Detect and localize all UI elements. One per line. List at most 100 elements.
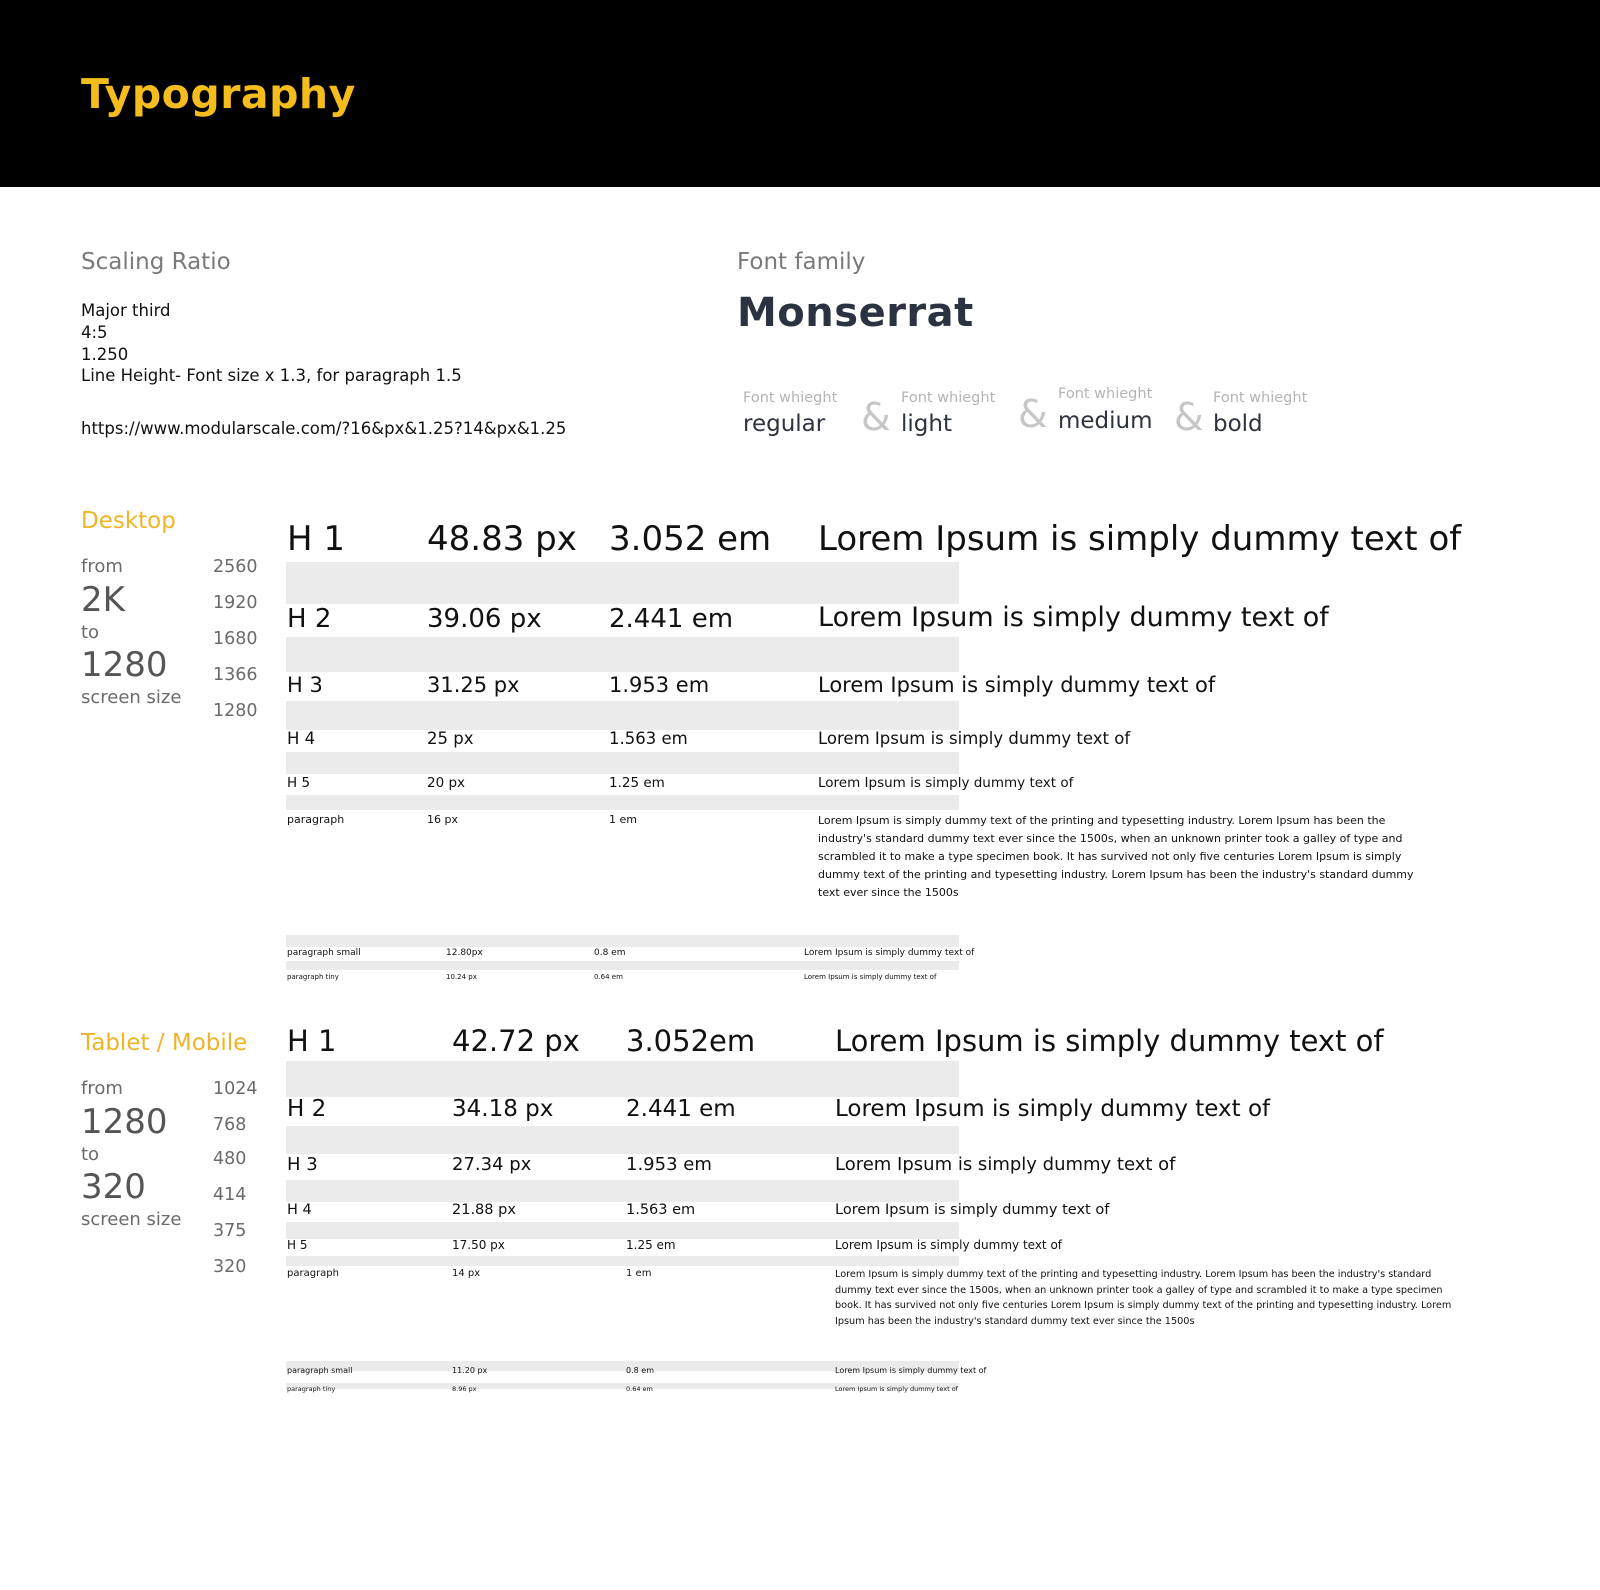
style-sample: Lorem Ipsum is simply dummy text of [835, 1096, 1271, 1122]
style-sample: Lorem Ipsum is simply dummy text of [835, 1024, 1384, 1058]
style-name: H 1 [287, 1024, 337, 1058]
tablet-section-title: Tablet / Mobile [81, 1030, 248, 1056]
ampersand-glyph: & [1174, 395, 1204, 439]
style-name: H 5 [287, 775, 311, 791]
tablet-screen-width: 375 [213, 1221, 247, 1241]
tablet-from-value: 1280 [81, 1102, 168, 1142]
tablet-screen-width: 480 [213, 1149, 247, 1169]
style-em: 2.441 em [609, 604, 734, 634]
style-sample: Lorem Ipsum is simply dummy text of [804, 973, 937, 981]
tablet-screen-width: 414 [213, 1185, 247, 1205]
tablet-from-label: from [81, 1078, 123, 1099]
style-em: 1.953 em [626, 1154, 712, 1175]
style-px: 48.83 px [427, 519, 577, 559]
row-separator-band [286, 1126, 959, 1154]
style-sample: Lorem Ipsum is simply dummy text of [835, 1238, 1063, 1252]
font-weight-caption: Font whieght [1058, 386, 1153, 402]
style-sample: Lorem Ipsum is simply dummy text of [818, 673, 1216, 697]
tablet-screen-width: 1024 [213, 1079, 258, 1099]
style-px: 14 px [452, 1268, 481, 1279]
row-separator-band [286, 752, 959, 774]
desktop-to-label: to [81, 622, 100, 643]
style-sample: Lorem Ipsum is simply dummy text of [835, 1154, 1176, 1175]
desktop-screen-width: 1280 [213, 701, 258, 721]
row-separator-band [286, 1222, 959, 1239]
style-name: paragraph small [287, 948, 361, 958]
style-name: H 4 [287, 1202, 312, 1218]
style-em: 1 em [609, 813, 637, 826]
font-weight-caption: Font whieght [1213, 390, 1308, 406]
style-em: 1.563 em [609, 729, 688, 748]
style-px: 34.18 px [452, 1096, 554, 1122]
tablet-screen-width: 320 [213, 1257, 247, 1277]
desktop-screen-width: 1920 [213, 593, 258, 613]
style-name: paragraph small [287, 1366, 353, 1375]
row-separator-band [286, 1383, 959, 1389]
font-weight-light: light [901, 411, 952, 437]
ampersand-glyph: & [1018, 392, 1048, 436]
style-em: 0.64 em [626, 1385, 653, 1393]
row-separator-band [286, 935, 959, 947]
style-em: 0.8 em [594, 948, 626, 958]
style-name: paragraph tiny [287, 1385, 336, 1393]
style-em: 1.953 em [609, 673, 710, 697]
row-separator-band [286, 1361, 959, 1371]
tablet-to-value: 320 [81, 1167, 146, 1207]
header-bar [0, 0, 1600, 187]
ampersand-glyph: & [861, 395, 891, 439]
desktop-screen-size-label: screen size [81, 687, 182, 708]
style-sample: Lorem Ipsum is simply dummy text of [818, 775, 1074, 791]
font-weight-caption: Font whieght [743, 390, 838, 406]
style-name: H 2 [287, 604, 332, 634]
style-em: 3.052em [626, 1024, 756, 1058]
style-em: 1.25 em [626, 1238, 676, 1252]
style-px: 11.20 px [452, 1366, 488, 1375]
style-name: paragraph tiny [287, 973, 339, 981]
tablet-screen-width: 768 [213, 1115, 247, 1135]
scaling-line: 4:5 [81, 323, 108, 342]
style-sample: Lorem Ipsum is simply dummy text of [818, 729, 1131, 748]
desktop-from-value: 2K [81, 580, 125, 620]
style-px: 39.06 px [427, 604, 542, 634]
modularscale-link[interactable]: https://www.modularscale.com/?16&px&1.25… [81, 419, 567, 438]
scaling-line: Line Height- Font size x 1.3, for paragr… [81, 366, 462, 385]
font-weight-bold: bold [1213, 411, 1263, 437]
style-px: 42.72 px [452, 1024, 580, 1058]
style-name: H 1 [287, 519, 346, 559]
scaling-line: 1.250 [81, 345, 129, 364]
tablet-to-label: to [81, 1144, 100, 1165]
style-name: H 3 [287, 1154, 318, 1175]
row-separator-band [286, 795, 959, 810]
style-sample: Lorem Ipsum is simply dummy text of [818, 519, 1462, 559]
scaling-line: Major third [81, 301, 171, 320]
font-weight-medium: medium [1058, 408, 1153, 434]
style-name: H 5 [287, 1238, 308, 1252]
style-em: 0.64 em [594, 973, 623, 981]
style-name: paragraph [287, 1268, 339, 1279]
desktop-screen-width: 2560 [213, 557, 258, 577]
style-px: 21.88 px [452, 1202, 516, 1218]
style-em: 0.8 em [626, 1366, 654, 1375]
row-separator-band [286, 637, 959, 672]
row-separator-band [286, 562, 959, 604]
style-em: 1.563 em [626, 1202, 696, 1218]
style-px: 10.24 px [446, 973, 477, 981]
style-name: H 3 [287, 673, 323, 697]
style-em: 3.052 em [609, 519, 772, 559]
style-name: H 4 [287, 729, 316, 748]
style-px: 31.25 px [427, 673, 520, 697]
font-weight-regular: regular [743, 411, 826, 437]
desktop-from-label: from [81, 556, 123, 577]
style-px: 27.34 px [452, 1154, 532, 1175]
style-px: 8.96 px [452, 1385, 477, 1393]
row-separator-band [286, 701, 959, 730]
row-separator-band [286, 961, 959, 970]
style-px: 25 px [427, 729, 474, 748]
style-px: 17.50 px [452, 1238, 505, 1252]
style-sample: Lorem Ipsum is simply dummy text of [818, 602, 1329, 633]
font-family-name: Monserrat [737, 290, 974, 336]
font-weight-caption: Font whieght [901, 390, 996, 406]
style-em: 2.441 em [626, 1096, 736, 1122]
style-sample: Lorem Ipsum is simply dummy text of [835, 1202, 1110, 1218]
row-separator-band [286, 1061, 959, 1097]
